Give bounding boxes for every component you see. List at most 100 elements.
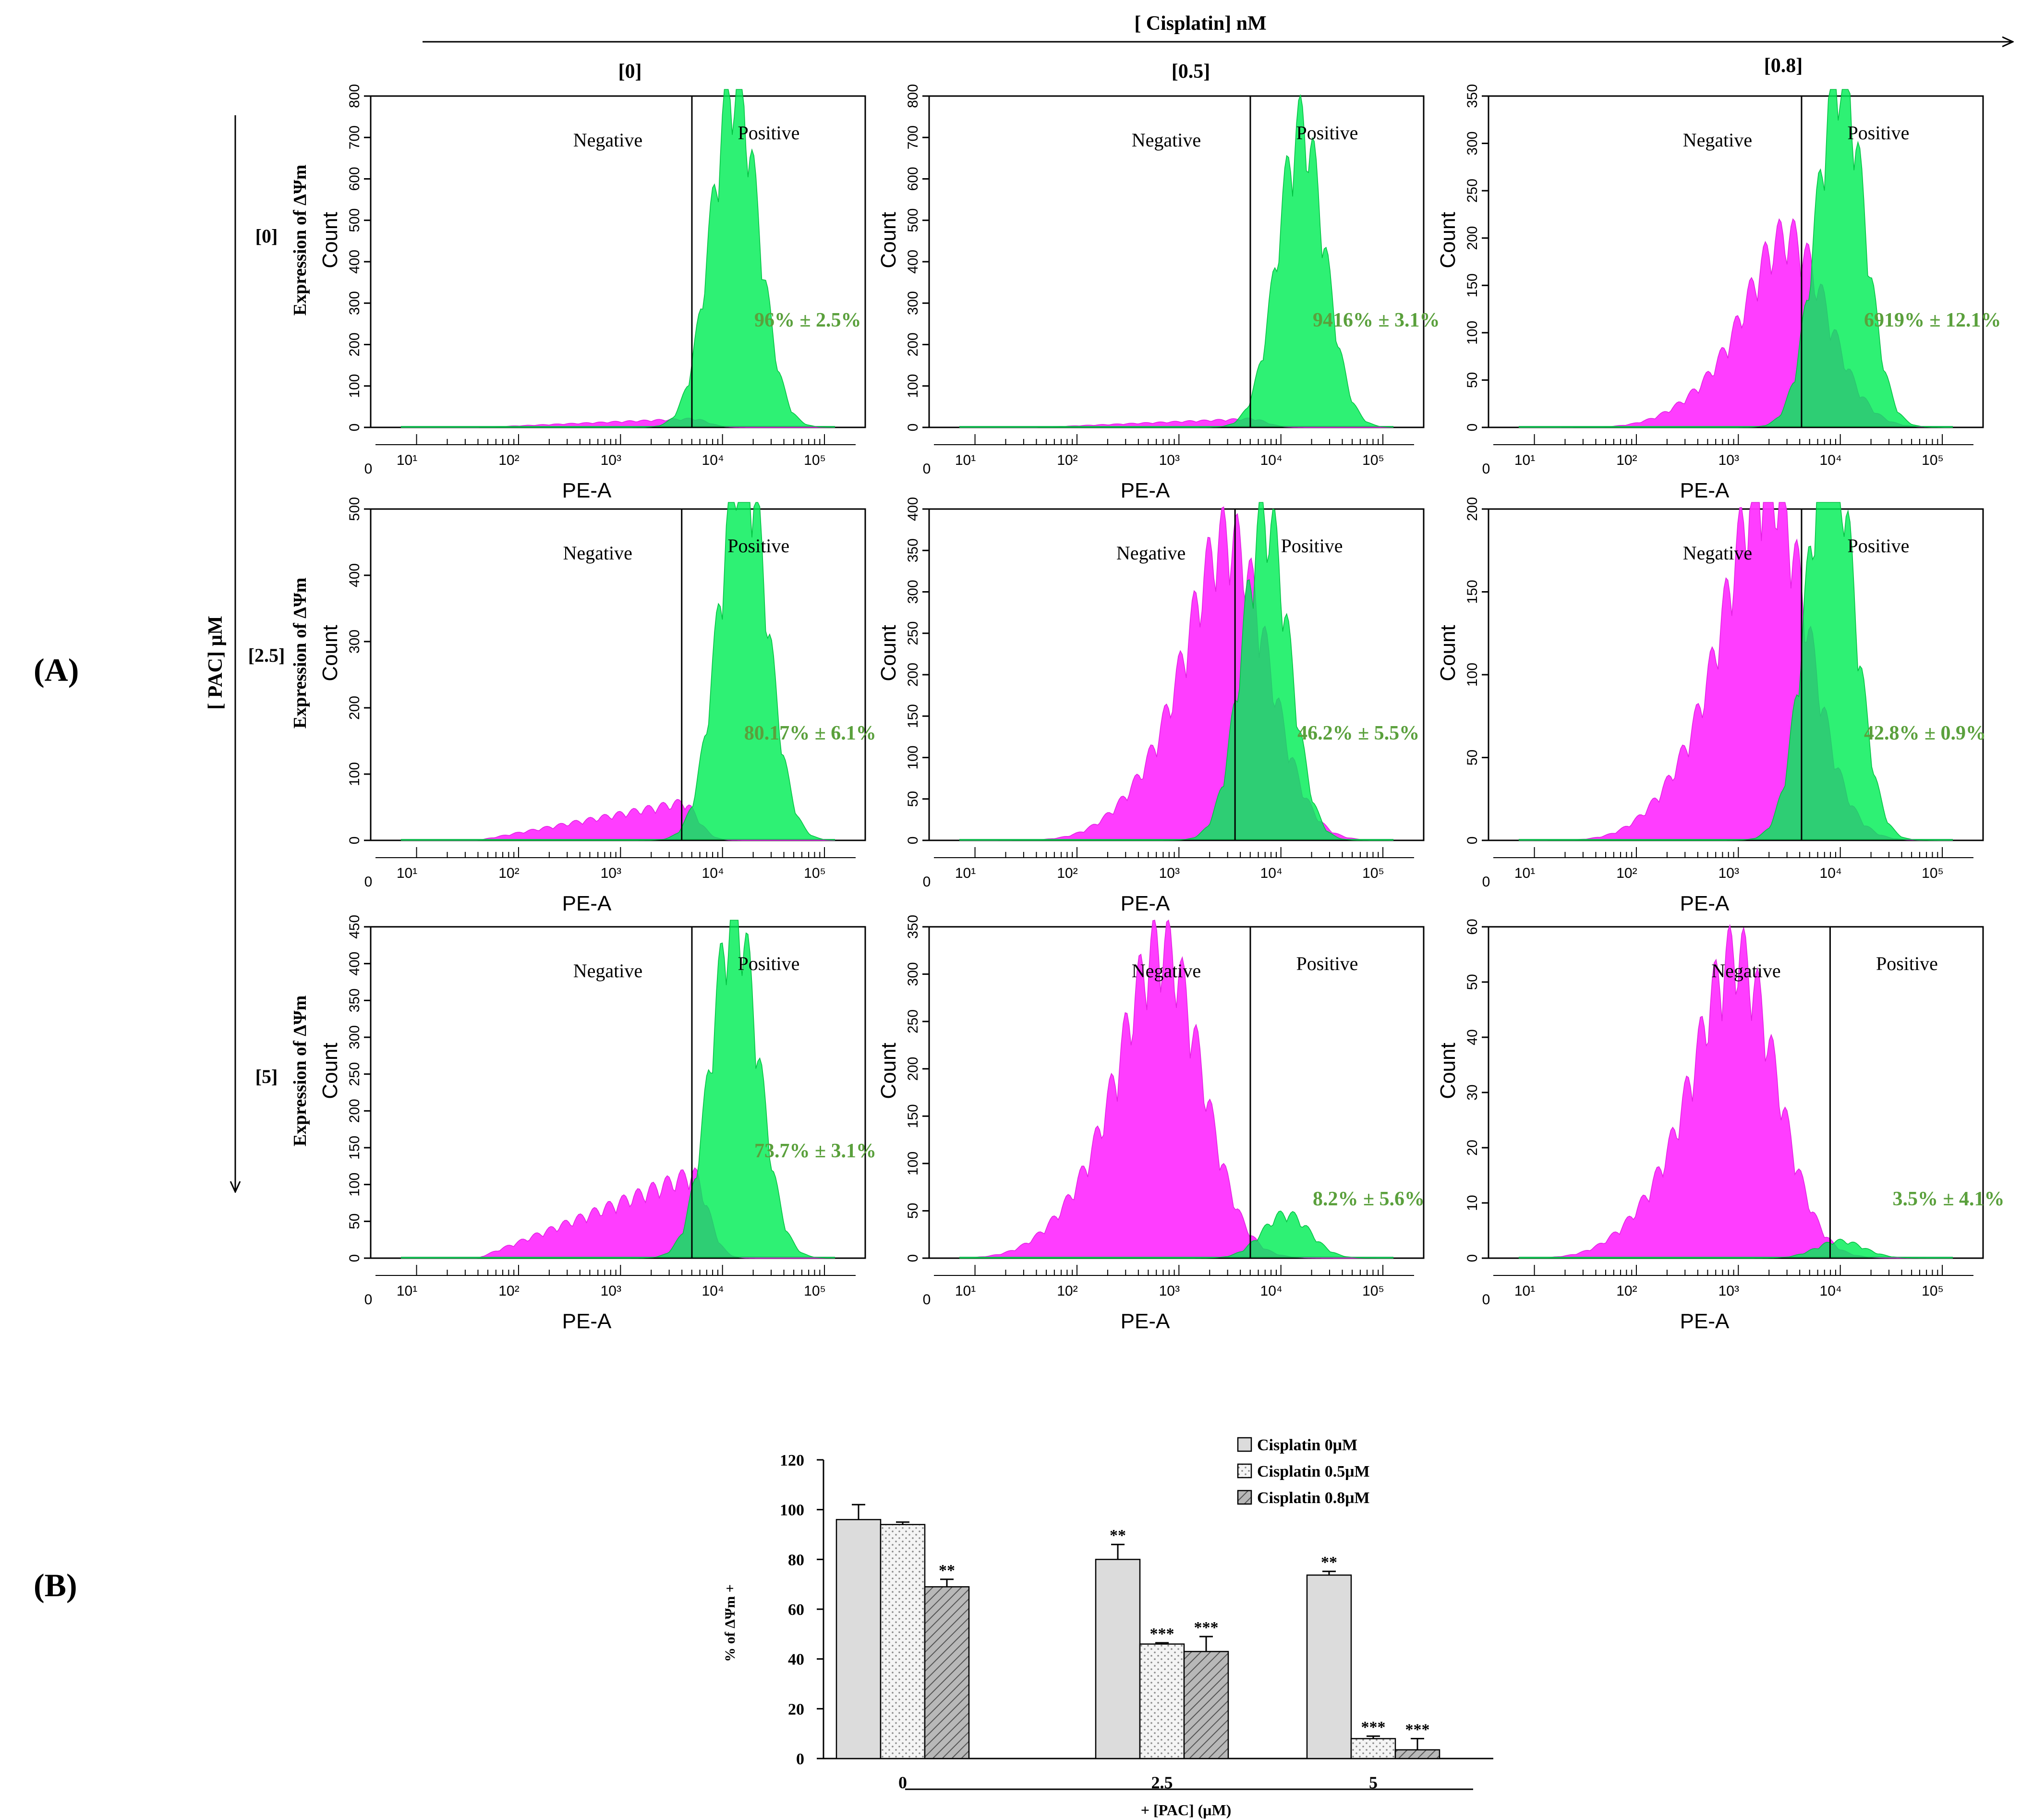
y-tick-label: 10: [1464, 1195, 1480, 1211]
x-axis-label: PE-A: [1680, 1310, 1730, 1333]
y-tick-label: 0: [1464, 837, 1480, 845]
bar-y-tick-label: 20: [788, 1700, 804, 1718]
y-tick-label: 700: [347, 125, 363, 149]
y-tick-label: 50: [1464, 750, 1480, 765]
y-tick-label: 100: [347, 1173, 363, 1197]
column-label-0: [0]: [618, 61, 642, 83]
x-tick-label: 10⁵: [804, 865, 826, 881]
y-tick-label: 0: [905, 1254, 921, 1262]
positive-label: Positive: [738, 953, 800, 974]
x-tick-label: 10²: [1616, 452, 1637, 468]
x-tick-label: 10³: [1718, 452, 1739, 468]
panel-label-a: (A): [34, 652, 79, 688]
x-tick-label: 10⁵: [1362, 452, 1384, 468]
bar-y-tick-label: 80: [788, 1551, 804, 1569]
positive-label: Positive: [738, 122, 800, 144]
bar: [835, 1519, 882, 1759]
y-tick-label: 20: [1464, 1140, 1480, 1155]
positive-label: Positive: [1876, 953, 1938, 974]
x-tick-label: 10⁴: [702, 865, 724, 881]
positive-population: [400, 89, 835, 428]
negative-label: Negative: [563, 542, 632, 564]
y-tick-label: 100: [905, 745, 921, 769]
legend-swatch: [1237, 1463, 1252, 1479]
positive-population: [959, 95, 1394, 428]
y-tick-label: 350: [905, 915, 921, 939]
y-tick-label: 600: [905, 167, 921, 191]
y-tick-label: 400: [905, 497, 921, 521]
negative-population: [959, 919, 1394, 1259]
y-tick-label: 200: [347, 332, 363, 356]
x-tick-label: 10¹: [1514, 1283, 1535, 1299]
y-tick-label: 50: [1464, 974, 1480, 990]
y-tick-label: 50: [905, 1203, 921, 1219]
positive-label: Positive: [1848, 122, 1910, 144]
x-axis-label: PE-A: [562, 1310, 612, 1333]
y-axis-label: Count: [1436, 1043, 1460, 1099]
y-tick-label: 300: [905, 291, 921, 315]
y-tick-label: 300: [347, 291, 363, 315]
x-tick-label: 10⁵: [804, 1283, 826, 1299]
negative-label: Negative: [1116, 542, 1186, 564]
x-axis-label: PE-A: [1680, 479, 1730, 502]
x-tick-label: 0: [364, 461, 373, 477]
positive-percentage: 80.17% ± 6.1%: [744, 722, 876, 744]
y-tick-label: 0: [905, 837, 921, 845]
y-axis-label: Count: [877, 1043, 900, 1099]
y-tick-label: 200: [347, 696, 363, 720]
y-tick-label: 50: [905, 791, 921, 807]
x-tick-label: 10²: [1616, 1283, 1637, 1299]
y-tick-label: 350: [347, 988, 363, 1012]
x-tick-label: 10⁵: [1922, 865, 1944, 881]
bar: [1306, 1574, 1352, 1759]
y-axis-label: Count: [1436, 625, 1460, 681]
y-tick-label: 200: [1464, 497, 1480, 521]
positive-percentage: 96% ± 2.5%: [754, 309, 861, 331]
y-tick-label: 100: [905, 1152, 921, 1176]
y-tick-label: 200: [905, 663, 921, 687]
x-tick-label: 10⁵: [1922, 1283, 1944, 1299]
y-axis-label: Count: [318, 625, 342, 681]
legend-swatch: [1237, 1437, 1252, 1452]
y-tick-label: 150: [1464, 273, 1480, 297]
x-tick-label: 10⁴: [702, 1283, 724, 1299]
histogram-panel: Negative Positive 42.8% ± 0.9% 0 50 100 150 200…: [1436, 497, 1986, 915]
cisplatin-axis-label: [ Cisplatin] nM: [1134, 12, 1266, 35]
bar-y-tick-label: 60: [788, 1601, 804, 1619]
x-tick-label: 10²: [1057, 452, 1077, 468]
positive-population: [959, 502, 1394, 841]
x-tick-label: 10³: [1718, 1283, 1739, 1299]
bar-y-tick-label: 40: [788, 1651, 804, 1669]
bar: [1183, 1650, 1229, 1759]
negative-population: [1518, 923, 1953, 1259]
y-tick-label: 200: [905, 332, 921, 356]
y-tick-label: 800: [347, 84, 363, 108]
bar-category-label: 5: [1369, 1773, 1378, 1792]
positive-label: Positive: [1848, 535, 1910, 557]
x-tick-label: 10¹: [955, 865, 976, 881]
x-tick-label: 10³: [1718, 865, 1739, 881]
row-label-2: [5]: [255, 1066, 278, 1087]
x-tick-label: 0: [923, 874, 931, 890]
bar-x-axis-label: + [PAC] (μM): [1141, 1801, 1232, 1819]
y-tick-label: 300: [347, 630, 363, 654]
x-tick-label: 10²: [1057, 1283, 1077, 1299]
legend-label: Cisplatin 0.8μM: [1257, 1489, 1370, 1507]
positive-population: [1518, 1238, 1953, 1259]
significance-marker: ***: [1405, 1721, 1430, 1739]
y-tick-label: 100: [347, 374, 363, 398]
positive-percentage: 3.5% ± 4.1%: [1892, 1188, 2004, 1210]
y-tick-label: 250: [1464, 179, 1480, 203]
x-tick-label: 10¹: [955, 1283, 976, 1299]
y-tick-label: 500: [347, 208, 363, 232]
significance-marker: ***: [1361, 1718, 1386, 1736]
negative-label: Negative: [1683, 542, 1752, 564]
x-tick-label: 10⁵: [1922, 452, 1944, 468]
bar-y-tick-label: 0: [796, 1750, 804, 1768]
y-tick-label: 250: [905, 621, 921, 645]
positive-population: [959, 1210, 1394, 1259]
bar: [1394, 1749, 1440, 1759]
y-tick-label: 50: [347, 1213, 363, 1229]
x-tick-label: 10⁵: [804, 452, 826, 468]
histogram-panel: Negative Positive 6919% ± 12.1% 0 50 100 150 20…: [1436, 84, 2001, 502]
